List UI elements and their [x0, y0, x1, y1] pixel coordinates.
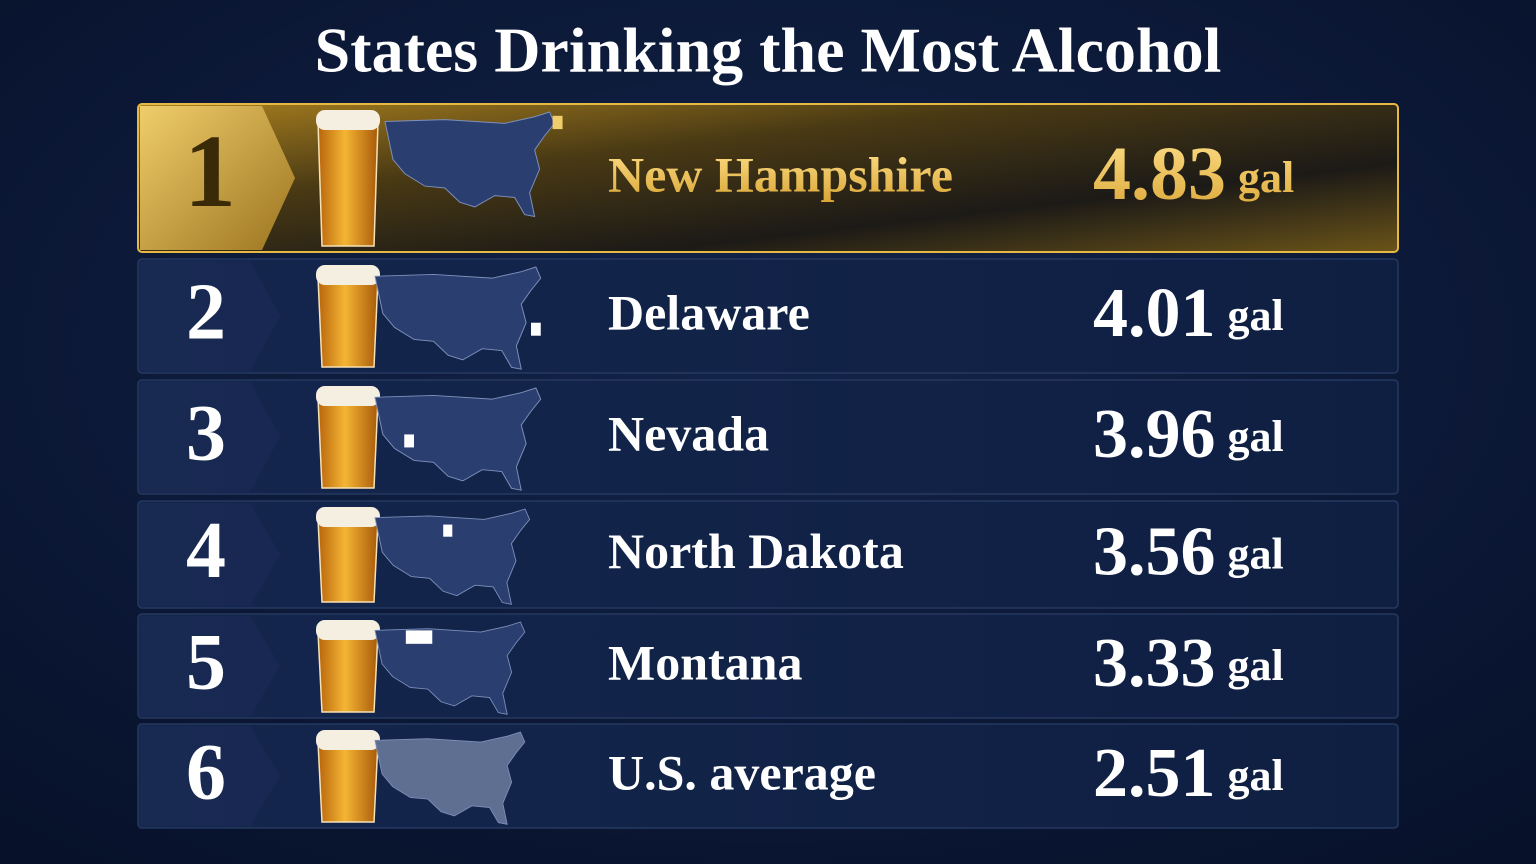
row: 5 Montana 3.33 gal — [137, 613, 1399, 719]
value-unit: gal — [1228, 751, 1284, 800]
us-map — [384, 111, 563, 218]
value-number: 4.83 — [1093, 132, 1226, 216]
beer-glass — [317, 518, 379, 603]
value-unit: gal — [1238, 153, 1294, 202]
row: 3 Nevada 3.96 gal — [137, 379, 1399, 495]
beer-foam — [316, 110, 380, 130]
beer-foam — [316, 386, 380, 406]
value-unit: gal — [1228, 412, 1284, 461]
beer-foam — [316, 620, 380, 640]
value-unit: gal — [1228, 530, 1284, 579]
beer-foam — [316, 730, 380, 750]
beer-foam — [316, 265, 380, 285]
state-name: New Hampshire — [608, 146, 953, 202]
value-unit: gal — [1228, 291, 1284, 340]
value: 4.01 gal — [1093, 275, 1284, 352]
state-name: North Dakota — [608, 523, 904, 579]
highlighted-state — [405, 630, 433, 644]
us-map-shape — [384, 111, 556, 218]
rank-chevron — [140, 382, 280, 492]
rank-chevron — [140, 261, 280, 371]
beer-foam — [316, 507, 380, 527]
row: 2 Delaware 4.01 gal — [137, 258, 1399, 374]
value-number: 3.96 — [1093, 396, 1216, 473]
us-map — [374, 387, 542, 491]
row: 6 U.S. average 2.51 gal — [137, 723, 1399, 829]
value-number: 4.01 — [1093, 275, 1216, 352]
rank-tab — [140, 106, 295, 250]
beer-glass — [317, 631, 379, 713]
highlighted-state — [404, 434, 414, 448]
rank: 4 — [186, 507, 226, 595]
us-map — [374, 266, 542, 370]
value: 3.56 gal — [1093, 514, 1284, 591]
title: States Drinking the Most Alcohol — [315, 15, 1222, 86]
rank: 6 — [186, 728, 226, 816]
rank-chevron — [140, 616, 280, 716]
us-map-shape — [374, 621, 526, 715]
us-map-shape — [374, 731, 526, 825]
value-number: 3.56 — [1093, 514, 1216, 591]
beer-glass — [317, 276, 379, 368]
beer-glass — [317, 397, 379, 489]
rank: 3 — [186, 389, 226, 477]
value-number: 2.51 — [1093, 735, 1216, 812]
us-map-shape — [374, 508, 531, 605]
state-name: Nevada — [608, 405, 769, 461]
beer-glass — [317, 741, 379, 823]
rank-chevron — [140, 503, 280, 606]
highlighted-state — [443, 524, 453, 537]
value-unit: gal — [1228, 641, 1284, 690]
rank: 1 — [184, 114, 236, 229]
value: 2.51 gal — [1093, 735, 1284, 812]
row: 1 New Hampshire 4.83 gal — [137, 103, 1399, 253]
value: 3.96 gal — [1093, 396, 1284, 473]
rank-chevron — [140, 726, 280, 826]
state-name: Delaware — [608, 284, 810, 340]
rank: 2 — [186, 268, 226, 356]
state-name: Montana — [608, 634, 802, 690]
us-map — [374, 731, 526, 825]
value: 3.33 gal — [1093, 625, 1284, 702]
value: 4.83 gal — [1093, 132, 1294, 216]
us-map — [374, 621, 526, 715]
highlighted-state — [552, 115, 563, 130]
us-map-shape — [374, 387, 542, 491]
us-map — [374, 508, 531, 605]
value-number: 3.33 — [1093, 625, 1216, 702]
us-map-shape — [374, 266, 542, 370]
highlighted-state — [531, 322, 541, 336]
beer-glass — [317, 121, 379, 247]
rank: 5 — [186, 618, 226, 706]
state-name: U.S. average — [608, 744, 876, 800]
row: 4 North Dakota 3.56 gal — [137, 500, 1399, 609]
